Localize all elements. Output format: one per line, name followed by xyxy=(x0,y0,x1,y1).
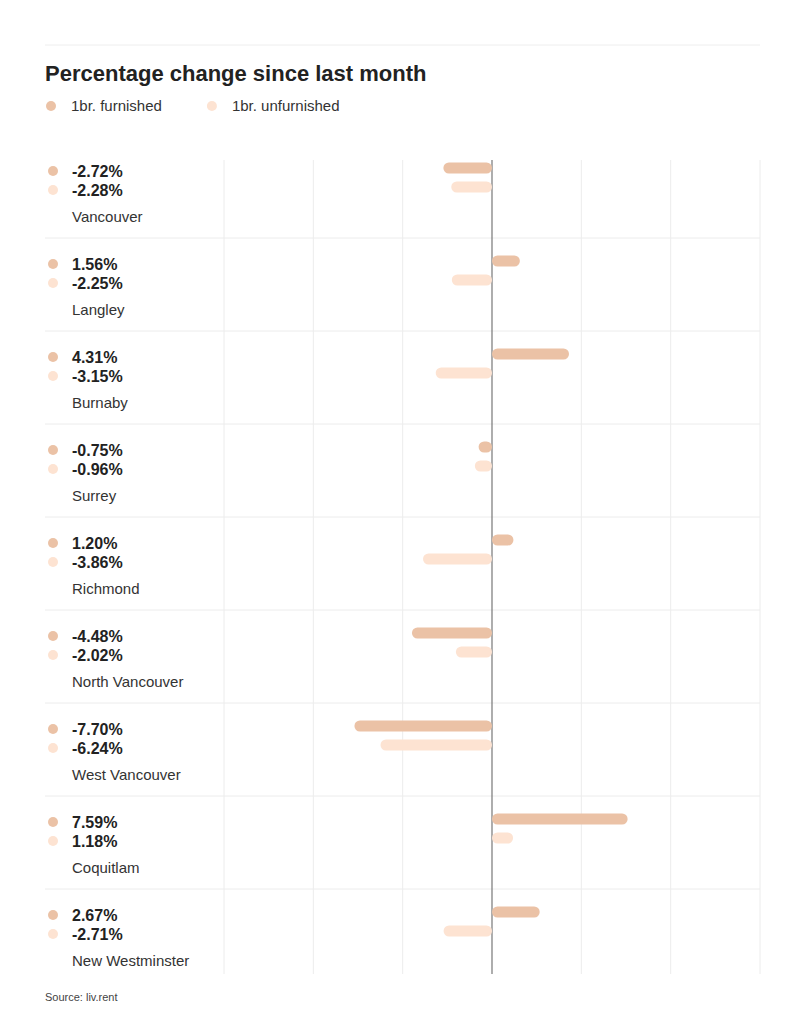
data-label: -2.02% xyxy=(72,647,123,664)
label-dot xyxy=(48,166,58,176)
label-dot xyxy=(48,538,58,548)
label-dot xyxy=(48,836,58,846)
data-label: 4.31% xyxy=(72,349,117,366)
data-label: -7.70% xyxy=(72,721,123,738)
category-label: Burnaby xyxy=(72,394,128,411)
bar xyxy=(492,349,569,360)
title: Percentage change since last month xyxy=(45,61,426,86)
data-label: -2.28% xyxy=(72,182,123,199)
data-label: -4.48% xyxy=(72,628,123,645)
category-label: West Vancouver xyxy=(72,766,181,783)
bar xyxy=(451,182,492,193)
category-label: New Westminster xyxy=(72,952,189,969)
data-label: -0.96% xyxy=(72,461,123,478)
grid-line xyxy=(402,160,403,974)
source: Source: liv.rent xyxy=(45,991,118,1003)
data-label: 1.20% xyxy=(72,535,117,552)
label-dot xyxy=(48,910,58,920)
category-label: Surrey xyxy=(72,487,117,504)
data-label: -2.25% xyxy=(72,275,123,292)
label-dot xyxy=(48,352,58,362)
label-dot xyxy=(48,464,58,474)
data-label: -2.71% xyxy=(72,926,123,943)
bar xyxy=(444,926,492,937)
grid-line xyxy=(581,160,582,974)
data-label: -3.86% xyxy=(72,554,123,571)
bar xyxy=(492,814,628,825)
category-label: Vancouver xyxy=(72,208,143,225)
bar xyxy=(475,461,492,472)
label-dot xyxy=(48,371,58,381)
chart: Percentage change since last month 1br. f… xyxy=(0,0,805,1024)
legend-label: 1br. furnished xyxy=(71,97,162,114)
grid-line xyxy=(760,160,761,974)
data-label: -2.72% xyxy=(72,163,123,180)
bar xyxy=(492,833,513,844)
data-label: 2.67% xyxy=(72,907,117,924)
legend-swatch xyxy=(46,101,56,111)
bar xyxy=(381,740,492,751)
bars xyxy=(354,163,627,937)
grid-line xyxy=(224,160,225,974)
legend-swatch xyxy=(207,101,217,111)
label-dot xyxy=(48,185,58,195)
data-label: 7.59% xyxy=(72,814,117,831)
label-dot xyxy=(48,445,58,455)
label-dot xyxy=(48,743,58,753)
label-dot xyxy=(48,631,58,641)
data-label: -0.75% xyxy=(72,442,123,459)
data-label: 1.56% xyxy=(72,256,117,273)
bar xyxy=(436,368,492,379)
bar xyxy=(456,647,492,658)
category-label: Langley xyxy=(72,301,125,318)
bar xyxy=(492,535,513,546)
category-label: Richmond xyxy=(72,580,140,597)
bar xyxy=(492,256,520,267)
label-dot xyxy=(48,557,58,567)
bar xyxy=(423,554,492,565)
label-dot xyxy=(48,259,58,269)
label-dot xyxy=(48,650,58,660)
label-dot xyxy=(48,724,58,734)
label-dot xyxy=(48,817,58,827)
top-rule xyxy=(45,45,760,46)
label-dot xyxy=(48,278,58,288)
bar xyxy=(443,163,492,174)
bar xyxy=(412,628,492,639)
data-label: 1.18% xyxy=(72,833,117,850)
grid-line xyxy=(313,160,314,974)
category-label: Coquitlam xyxy=(72,859,140,876)
grid-line xyxy=(670,160,671,974)
legend-label: 1br. unfurnished xyxy=(232,97,340,114)
category-label: North Vancouver xyxy=(72,673,183,690)
bar xyxy=(492,907,540,918)
data-label: -3.15% xyxy=(72,368,123,385)
bar xyxy=(479,442,492,453)
bar xyxy=(452,275,492,286)
data-label: -6.24% xyxy=(72,740,123,757)
label-dot xyxy=(48,929,58,939)
bar xyxy=(354,721,492,732)
